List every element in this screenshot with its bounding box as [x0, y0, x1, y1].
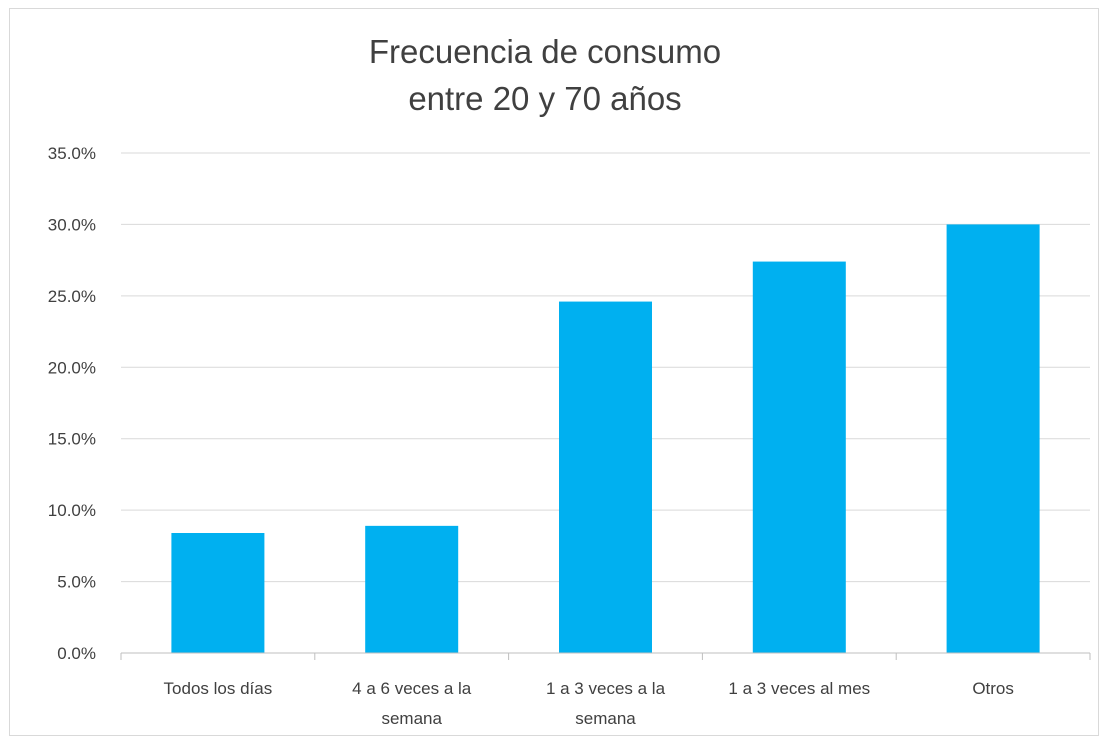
- y-tick-label: 15.0%: [48, 430, 96, 449]
- y-tick-label: 35.0%: [48, 144, 96, 163]
- chart-title-line-1: Frecuencia de consumo: [369, 33, 721, 70]
- bars: [171, 224, 1040, 653]
- x-tick-label: 1 a 3 veces a la semana: [546, 679, 666, 728]
- bar: [752, 261, 846, 653]
- y-tick-label: 10.0%: [48, 501, 96, 520]
- gridlines: [121, 152, 1090, 583]
- y-tick-label: 20.0%: [48, 358, 96, 377]
- chart-title-line-2: entre 20 y 70 años: [408, 80, 681, 117]
- x-tick-label: Otros: [972, 679, 1014, 698]
- bar: [946, 224, 1040, 653]
- bar: [171, 533, 265, 653]
- y-axis-tick-labels: 0.0% 5.0% 10.0% 15.0% 20.0% 25.0% 30.0% 35.0%: [48, 144, 96, 663]
- y-tick-label: 0.0%: [57, 644, 96, 663]
- x-tick-label: 4 a 6 veces a la semana: [352, 679, 472, 728]
- y-tick-label: 5.0%: [57, 573, 96, 592]
- x-axis-category-labels: Todos los días 4 a 6 veces a la semana 1 a …: [164, 679, 1014, 728]
- x-tick-label: 1 a 3 veces al mes: [728, 679, 870, 698]
- chart-title: Frecuencia de consumo entre 20 y 70 años: [369, 33, 721, 117]
- bar: [559, 301, 652, 653]
- y-tick-label: 25.0%: [48, 287, 96, 306]
- bar: [365, 525, 459, 653]
- y-tick-label: 30.0%: [48, 215, 96, 234]
- x-axis: [120, 652, 1091, 660]
- x-tick-label: Todos los días: [164, 679, 273, 698]
